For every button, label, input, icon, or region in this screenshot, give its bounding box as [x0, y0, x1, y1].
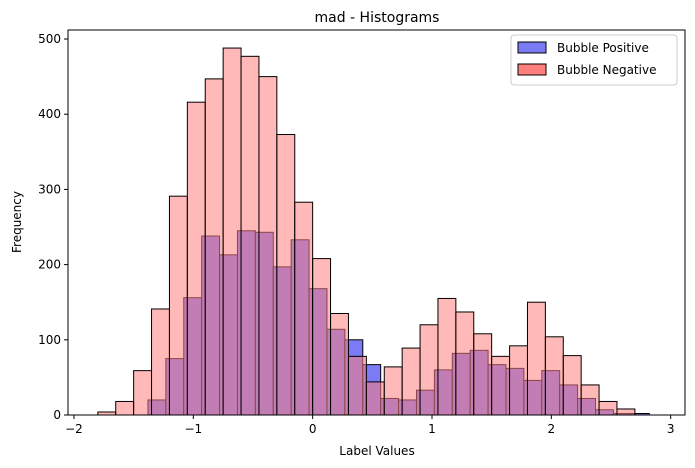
y-tick-label: 300: [38, 182, 61, 196]
legend: Bubble Positive Bubble Negative: [510, 34, 678, 86]
histogram-bar: [168, 195, 188, 416]
y-axis-ticks: 0 100 200 300 400 500: [38, 32, 68, 422]
series-bubble-negative: [97, 47, 636, 416]
chart-title: mad - Histograms: [315, 10, 440, 26]
histogram-bar: [616, 408, 636, 416]
histogram-bar: [562, 355, 582, 416]
histogram-bar: [330, 312, 349, 416]
histogram-bar: [544, 336, 564, 416]
histogram-bar: [240, 55, 260, 416]
histogram-bar: [580, 384, 600, 416]
histogram-bar: [151, 308, 170, 416]
legend-label-bubble-positive: Bubble Positive: [557, 41, 649, 55]
histogram-bar: [115, 400, 135, 416]
y-tick-label: 200: [38, 258, 61, 272]
bars-layer: [97, 47, 650, 416]
histogram-bar: [294, 201, 314, 416]
plot-frame: [67, 29, 686, 416]
histogram-bar: [222, 47, 242, 416]
y-tick-label: 100: [38, 333, 61, 347]
y-tick-label: 400: [38, 107, 61, 121]
y-tick-label: 500: [38, 32, 61, 46]
histogram-bar: [419, 324, 439, 416]
histogram-bar: [437, 297, 457, 416]
x-tick-label: −1: [184, 422, 202, 436]
x-axis-ticks: −2 −1 0 1 2 3: [65, 415, 674, 436]
x-tick-label: 3: [667, 422, 675, 436]
histogram-bar: [347, 355, 367, 416]
histogram-bar: [491, 355, 511, 416]
histogram-bar: [526, 301, 546, 416]
x-tick-label: −2: [65, 422, 83, 436]
histogram-bar: [473, 333, 493, 416]
histogram-bar: [276, 134, 296, 416]
histogram-bar: [258, 76, 278, 416]
x-tick-label: 1: [428, 422, 436, 436]
histogram-bar: [401, 347, 421, 416]
y-tick-label: 0: [53, 408, 61, 422]
y-axis-label: Frequency: [10, 191, 24, 253]
histogram-bar: [383, 366, 403, 416]
legend-swatch-bubble-negative: [517, 63, 547, 76]
histogram-bar: [133, 370, 153, 416]
legend-box: [510, 34, 678, 86]
x-axis-label: Label Values: [339, 444, 414, 458]
histogram-bar: [312, 258, 332, 416]
histogram-bar: [204, 78, 224, 416]
histogram-bar: [365, 381, 385, 416]
legend-swatch-bubble-positive: [517, 41, 547, 54]
histogram-bar: [186, 101, 206, 416]
histogram-bar: [598, 400, 618, 416]
histogram-bar: [455, 311, 475, 416]
x-tick-label: 0: [309, 422, 317, 436]
histogram-bar: [509, 345, 528, 416]
legend-label-bubble-negative: Bubble Negative: [557, 63, 656, 77]
x-tick-label: 2: [548, 422, 556, 436]
